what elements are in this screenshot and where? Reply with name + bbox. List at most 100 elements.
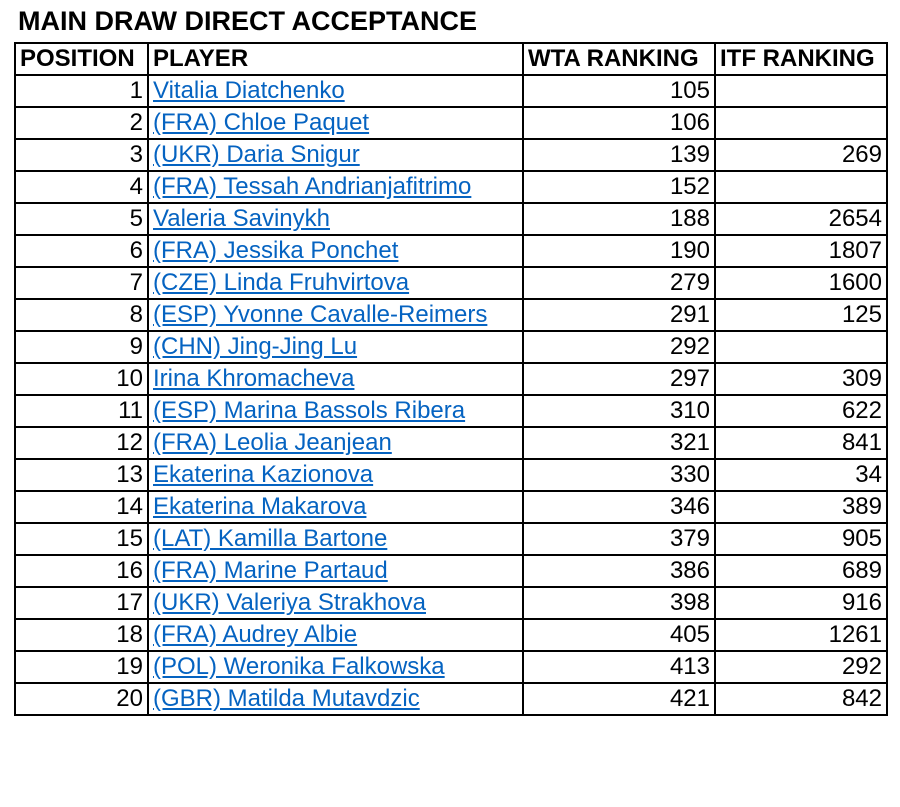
table-row: 5 Valeria Savinykh 188 2654 — [14, 202, 888, 236]
player-link[interactable]: (FRA) Jessika Ponchet — [153, 237, 399, 264]
table-header-row: POSITION PLAYER WTA RANKING ITF RANKING — [14, 42, 888, 76]
player-cell: Vitalia Diatchenko — [147, 74, 524, 108]
itf-ranking-cell — [714, 330, 888, 364]
table-row: 16 (FRA) Marine Partaud 386 689 — [14, 554, 888, 588]
itf-ranking-cell: 842 — [714, 682, 888, 716]
table-row: 14 Ekaterina Makarova 346 389 — [14, 490, 888, 524]
player-cell: (FRA) Jessika Ponchet — [147, 234, 524, 268]
itf-ranking-cell: 1807 — [714, 234, 888, 268]
wta-ranking-cell: 139 — [522, 138, 716, 172]
table-row: 11 (ESP) Marina Bassols Ribera 310 622 — [14, 394, 888, 428]
player-cell: Valeria Savinykh — [147, 202, 524, 236]
player-link[interactable]: (POL) Weronika Falkowska — [153, 653, 445, 680]
itf-ranking-cell: 292 — [714, 650, 888, 684]
itf-ranking-cell: 689 — [714, 554, 888, 588]
player-link[interactable]: (CZE) Linda Fruhvirtova — [153, 269, 410, 296]
player-link[interactable]: (FRA) Audrey Albie — [153, 621, 358, 648]
itf-ranking-cell: 1261 — [714, 618, 888, 652]
position-cell: 10 — [14, 362, 149, 396]
table-row: 17 (UKR) Valeriya Strakhova 398 916 — [14, 586, 888, 620]
acceptance-table: POSITION PLAYER WTA RANKING ITF RANKING … — [14, 42, 888, 716]
player-link[interactable]: (ESP) Yvonne Cavalle-Reimers — [153, 301, 488, 328]
player-link[interactable]: (FRA) Marine Partaud — [153, 557, 388, 584]
itf-ranking-cell: 269 — [714, 138, 888, 172]
wta-ranking-header: WTA RANKING — [522, 42, 716, 76]
player-cell: Ekaterina Kazionova — [147, 458, 524, 492]
wta-ranking-cell: 106 — [522, 106, 716, 140]
itf-ranking-cell: 34 — [714, 458, 888, 492]
player-link[interactable]: (FRA) Leolia Jeanjean — [153, 429, 392, 456]
position-cell: 6 — [14, 234, 149, 268]
position-cell: 15 — [14, 522, 149, 556]
table-row: 6 (FRA) Jessika Ponchet 190 1807 — [14, 234, 888, 268]
position-cell: 7 — [14, 266, 149, 300]
player-cell: (FRA) Tessah Andrianjafitrimo — [147, 170, 524, 204]
itf-ranking-cell: 309 — [714, 362, 888, 396]
itf-ranking-cell — [714, 170, 888, 204]
player-link[interactable]: (FRA) Tessah Andrianjafitrimo — [153, 173, 472, 200]
table-row: 9 (CHN) Jing-Jing Lu 292 — [14, 330, 888, 364]
player-cell: (ESP) Marina Bassols Ribera — [147, 394, 524, 428]
position-header: POSITION — [14, 42, 149, 76]
wta-ranking-cell: 152 — [522, 170, 716, 204]
player-cell: Ekaterina Makarova — [147, 490, 524, 524]
position-cell: 17 — [14, 586, 149, 620]
player-cell: (FRA) Chloe Paquet — [147, 106, 524, 140]
player-cell: (FRA) Audrey Albie — [147, 618, 524, 652]
player-link[interactable]: Ekaterina Makarova — [153, 493, 367, 520]
table-row: 18 (FRA) Audrey Albie 405 1261 — [14, 618, 888, 652]
position-cell: 11 — [14, 394, 149, 428]
table-row: 7 (CZE) Linda Fruhvirtova 279 1600 — [14, 266, 888, 300]
position-cell: 12 — [14, 426, 149, 460]
table-row: 10 Irina Khromacheva 297 309 — [14, 362, 888, 396]
position-cell: 20 — [14, 682, 149, 716]
position-cell: 18 — [14, 618, 149, 652]
player-link[interactable]: (FRA) Chloe Paquet — [153, 109, 370, 136]
table-row: 12 (FRA) Leolia Jeanjean 321 841 — [14, 426, 888, 460]
table-row: 2 (FRA) Chloe Paquet 106 — [14, 106, 888, 140]
player-link[interactable]: (UKR) Daria Snigur — [153, 141, 360, 168]
player-link[interactable]: Vitalia Diatchenko — [153, 77, 345, 104]
player-link[interactable]: (UKR) Valeriya Strakhova — [153, 589, 426, 616]
player-link[interactable]: Valeria Savinykh — [153, 205, 330, 232]
player-link[interactable]: (LAT) Kamilla Bartone — [153, 525, 388, 552]
player-link[interactable]: (CHN) Jing-Jing Lu — [153, 333, 358, 360]
table-row: 15 (LAT) Kamilla Bartone 379 905 — [14, 522, 888, 556]
wta-ranking-cell: 413 — [522, 650, 716, 684]
wta-ranking-cell: 105 — [522, 74, 716, 108]
wta-ranking-cell: 386 — [522, 554, 716, 588]
player-cell: (CZE) Linda Fruhvirtova — [147, 266, 524, 300]
table-row: 1 Vitalia Diatchenko 105 — [14, 74, 888, 108]
player-link[interactable]: Ekaterina Kazionova — [153, 461, 374, 488]
player-cell: (UKR) Daria Snigur — [147, 138, 524, 172]
player-link[interactable]: (ESP) Marina Bassols Ribera — [153, 397, 466, 424]
position-cell: 9 — [14, 330, 149, 364]
wta-ranking-cell: 330 — [522, 458, 716, 492]
wta-ranking-cell: 405 — [522, 618, 716, 652]
player-cell: (CHN) Jing-Jing Lu — [147, 330, 524, 364]
player-link[interactable]: Irina Khromacheva — [153, 365, 355, 392]
wta-ranking-cell: 421 — [522, 682, 716, 716]
player-cell: Irina Khromacheva — [147, 362, 524, 396]
wta-ranking-cell: 346 — [522, 490, 716, 524]
itf-ranking-cell: 916 — [714, 586, 888, 620]
player-cell: (LAT) Kamilla Bartone — [147, 522, 524, 556]
wta-ranking-cell: 291 — [522, 298, 716, 332]
wta-ranking-cell: 190 — [522, 234, 716, 268]
player-link[interactable]: (GBR) Matilda Mutavdzic — [153, 685, 420, 712]
page-title: MAIN DRAW DIRECT ACCEPTANCE — [18, 6, 477, 36]
wta-ranking-cell: 188 — [522, 202, 716, 236]
wta-ranking-cell: 297 — [522, 362, 716, 396]
itf-ranking-cell: 1600 — [714, 266, 888, 300]
player-cell: (FRA) Marine Partaud — [147, 554, 524, 588]
wta-ranking-cell: 292 — [522, 330, 716, 364]
table-row: 8 (ESP) Yvonne Cavalle-Reimers 291 125 — [14, 298, 888, 332]
table-row: 3 (UKR) Daria Snigur 139 269 — [14, 138, 888, 172]
player-cell: (ESP) Yvonne Cavalle-Reimers — [147, 298, 524, 332]
itf-ranking-header: ITF RANKING — [714, 42, 888, 76]
itf-ranking-cell — [714, 74, 888, 108]
wta-ranking-cell: 379 — [522, 522, 716, 556]
position-cell: 16 — [14, 554, 149, 588]
position-cell: 8 — [14, 298, 149, 332]
position-cell: 3 — [14, 138, 149, 172]
